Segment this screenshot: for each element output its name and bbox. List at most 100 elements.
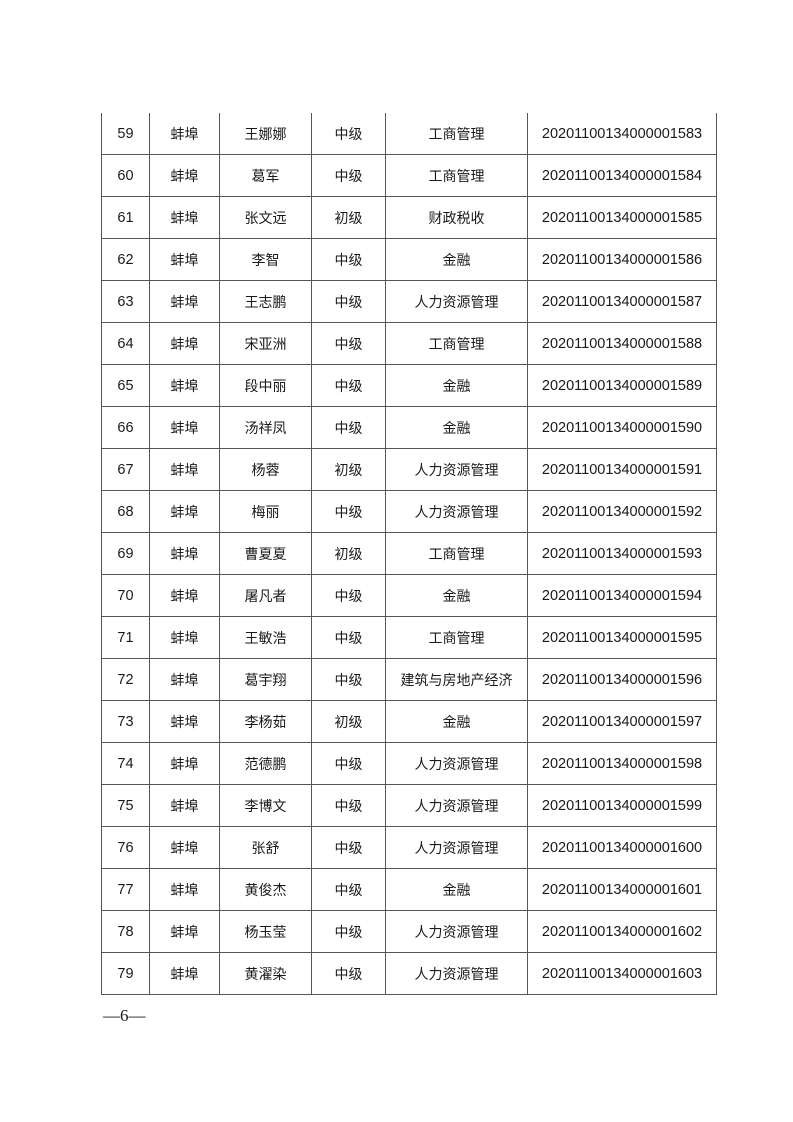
certificate-number: 20201100134000001597	[527, 700, 717, 743]
row-number: 64	[101, 322, 150, 365]
major-cell: 工商管理	[385, 322, 528, 365]
certificate-number: 20201100134000001599	[527, 784, 717, 827]
name-cell: 葛军	[219, 154, 312, 197]
row-number: 62	[101, 238, 150, 281]
table-row: 65 蚌埠 段中丽 中级 金融 20201100134000001589	[101, 364, 717, 407]
city-cell: 蚌埠	[149, 196, 220, 239]
level-cell: 中级	[311, 406, 386, 449]
major-cell: 工商管理	[385, 616, 528, 659]
table-row: 67 蚌埠 杨蓉 初级 人力资源管理 20201100134000001591	[101, 448, 717, 491]
certificate-number: 20201100134000001585	[527, 196, 717, 239]
major-cell: 人力资源管理	[385, 910, 528, 953]
city-cell: 蚌埠	[149, 826, 220, 869]
name-cell: 梅丽	[219, 490, 312, 533]
certificate-number: 20201100134000001603	[527, 952, 717, 995]
certificate-number: 20201100134000001593	[527, 532, 717, 575]
major-cell: 金融	[385, 406, 528, 449]
page-number: —6—	[103, 1006, 146, 1025]
row-number: 75	[101, 784, 150, 827]
level-cell: 中级	[311, 322, 386, 365]
city-cell: 蚌埠	[149, 574, 220, 617]
table-row: 71 蚌埠 王敏浩 中级 工商管理 20201100134000001595	[101, 616, 717, 659]
name-cell: 宋亚洲	[219, 322, 312, 365]
certificate-table: 59 蚌埠 王娜娜 中级 工商管理 2020110013400000​1583 60 蚌埠 葛军…	[101, 113, 717, 995]
table-row: 73 蚌埠 李杨茹 初级 金融 20201100134000001597	[101, 700, 717, 743]
city-cell: 蚌埠	[149, 448, 220, 491]
major-cell: 人力资源管理	[385, 742, 528, 785]
certificate-number: 20201100134000001600	[527, 826, 717, 869]
level-cell: 中级	[311, 280, 386, 323]
name-cell: 李智	[219, 238, 312, 281]
major-cell: 金融	[385, 238, 528, 281]
level-cell: 中级	[311, 238, 386, 281]
city-cell: 蚌埠	[149, 616, 220, 659]
city-cell: 蚌埠	[149, 658, 220, 701]
level-cell: 初级	[311, 700, 386, 743]
table-row: 74 蚌埠 范德鹏 中级 人力资源管理 20201100134000001598	[101, 742, 717, 785]
major-cell: 人力资源管理	[385, 280, 528, 323]
city-cell: 蚌埠	[149, 364, 220, 407]
certificate-number: 20201100134000001601	[527, 868, 717, 911]
row-number: 61	[101, 196, 150, 239]
level-cell: 中级	[311, 826, 386, 869]
major-cell: 人力资源管理	[385, 826, 528, 869]
level-cell: 中级	[311, 490, 386, 533]
row-number: 78	[101, 910, 150, 953]
level-cell: 中级	[311, 952, 386, 995]
name-cell: 曹夏夏	[219, 532, 312, 575]
city-cell: 蚌埠	[149, 952, 220, 995]
level-cell: 中级	[311, 742, 386, 785]
certificate-number: 20201100134000001584	[527, 154, 717, 197]
row-number: 77	[101, 868, 150, 911]
certificate-number: 20201100134000001590	[527, 406, 717, 449]
row-number: 74	[101, 742, 150, 785]
certificate-number: 20201100134000001592	[527, 490, 717, 533]
table-body: 59 蚌埠 王娜娜 中级 工商管理 2020110013400000​1583 60 蚌埠 葛军…	[101, 113, 717, 995]
certificate-number: 20201100134000001589	[527, 364, 717, 407]
row-number: 68	[101, 490, 150, 533]
certificate-number: 20201100134000001596	[527, 658, 717, 701]
table-row: 79 蚌埠 黄濯染 中级 人力资源管理 20201100134000001603	[101, 952, 717, 995]
table-row: 63 蚌埠 王志鹏 中级 人力资源管理 20201100134000001587	[101, 280, 717, 323]
city-cell: 蚌埠	[149, 238, 220, 281]
city-cell: 蚌埠	[149, 532, 220, 575]
row-number: 59	[101, 113, 150, 155]
row-number: 69	[101, 532, 150, 575]
major-cell: 财政税收	[385, 196, 528, 239]
city-cell: 蚌埠	[149, 280, 220, 323]
city-cell: 蚌埠	[149, 322, 220, 365]
major-cell: 工商管理	[385, 532, 528, 575]
certificate-number: 2020110013400000​1583	[527, 113, 717, 155]
name-cell: 李博文	[219, 784, 312, 827]
row-number: 76	[101, 826, 150, 869]
name-cell: 杨玉莹	[219, 910, 312, 953]
city-cell: 蚌埠	[149, 910, 220, 953]
certificate-number: 20201100134000001602	[527, 910, 717, 953]
table-row: 77 蚌埠 黄俊杰 中级 金融 20201100134000001601	[101, 868, 717, 911]
table-row: 76 蚌埠 张舒 中级 人力资源管理 20201100134000001600	[101, 826, 717, 869]
city-cell: 蚌埠	[149, 700, 220, 743]
row-number: 63	[101, 280, 150, 323]
table-row: 75 蚌埠 李博文 中级 人力资源管理 20201100134000001599	[101, 784, 717, 827]
table-row: 69 蚌埠 曹夏夏 初级 工商管理 20201100134000001593	[101, 532, 717, 575]
name-cell: 张文远	[219, 196, 312, 239]
level-cell: 中级	[311, 364, 386, 407]
certificate-number: 20201100134000001595	[527, 616, 717, 659]
table-row: 61 蚌埠 张文远 初级 财政税收 20201100134000001585	[101, 196, 717, 239]
row-number: 67	[101, 448, 150, 491]
name-cell: 杨蓉	[219, 448, 312, 491]
city-cell: 蚌埠	[149, 490, 220, 533]
name-cell: 黄俊杰	[219, 868, 312, 911]
table-row: 64 蚌埠 宋亚洲 中级 工商管理 20201100134000001588	[101, 322, 717, 365]
city-cell: 蚌埠	[149, 154, 220, 197]
level-cell: 中级	[311, 868, 386, 911]
table-row: 59 蚌埠 王娜娜 中级 工商管理 2020110013400000​1583	[101, 113, 717, 155]
table-row: 62 蚌埠 李智 中级 金融 20201100134000001586	[101, 238, 717, 281]
name-cell: 张舒	[219, 826, 312, 869]
level-cell: 初级	[311, 196, 386, 239]
certificate-number: 20201100134000001591	[527, 448, 717, 491]
certificate-number: 20201100134000001587	[527, 280, 717, 323]
major-cell: 工商管理	[385, 113, 528, 155]
name-cell: 屠凡者	[219, 574, 312, 617]
name-cell: 黄濯染	[219, 952, 312, 995]
